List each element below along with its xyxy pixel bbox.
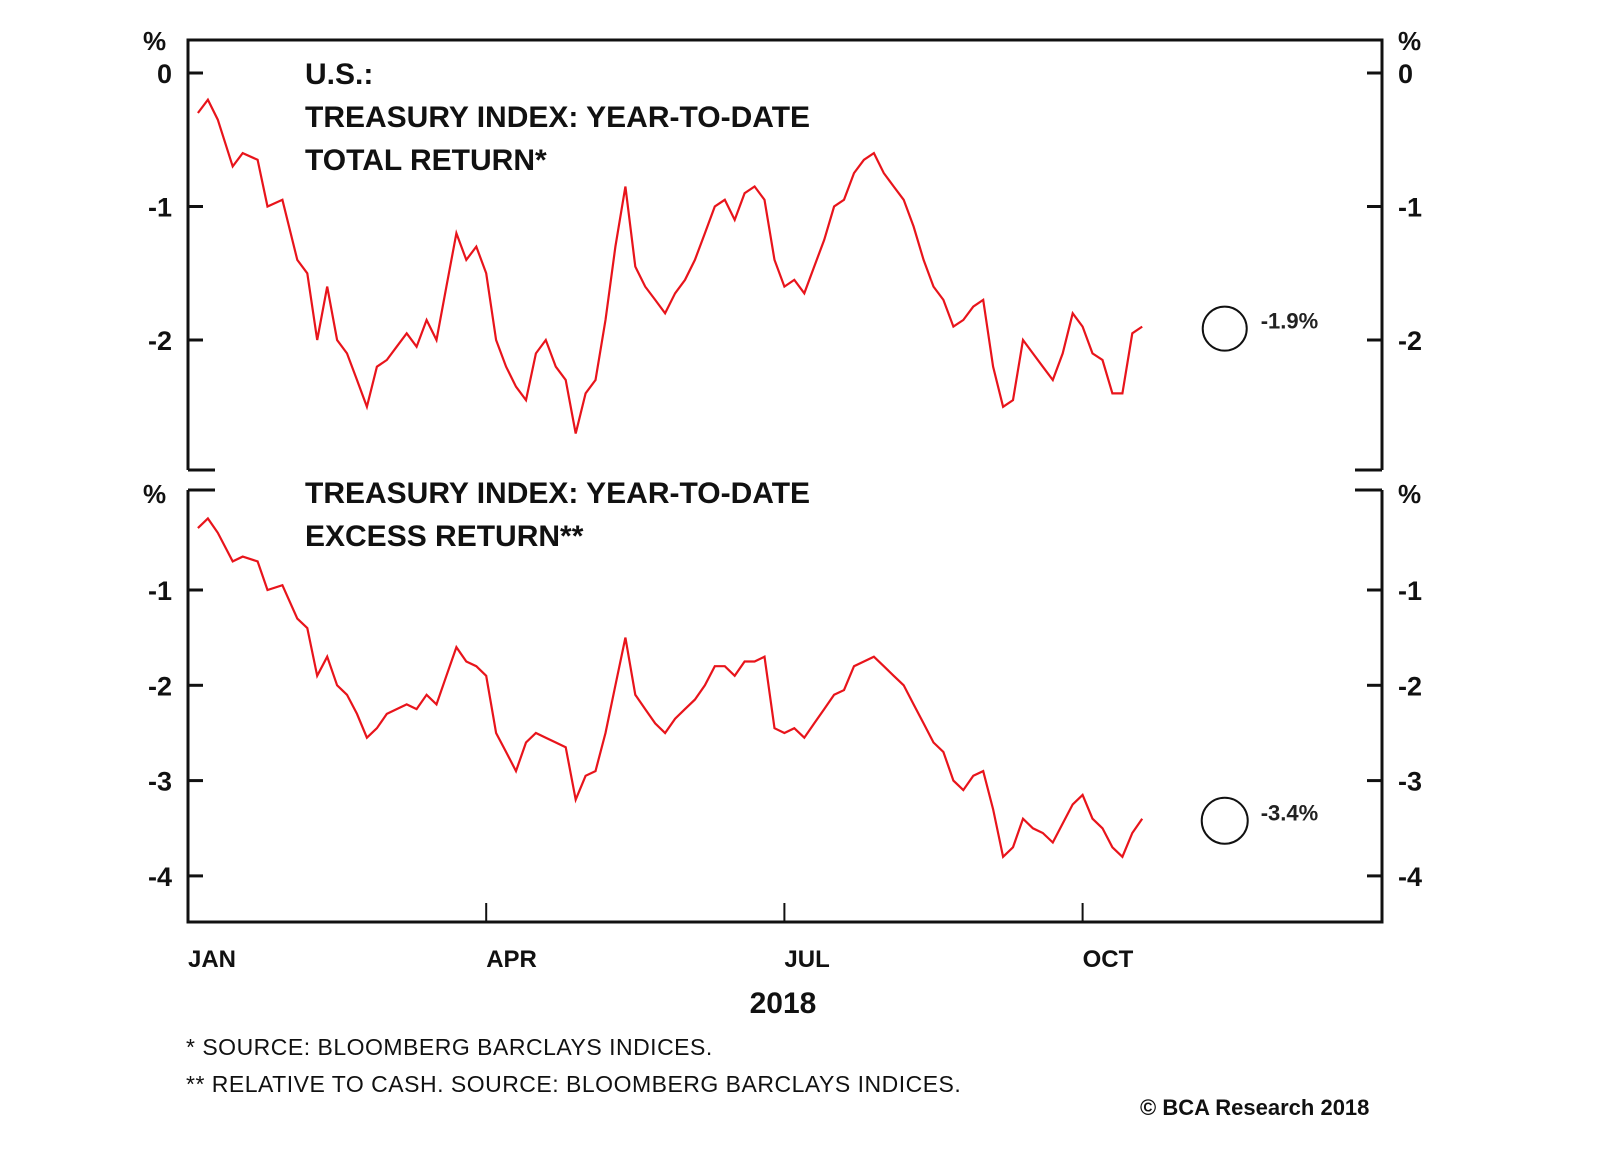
panel-excess-ylabel-right: % bbox=[1398, 479, 1421, 509]
annotation-circle-excess bbox=[1200, 796, 1249, 845]
panel-excess-frame bbox=[186, 490, 1384, 924]
panel-excess-ylabel-left: % bbox=[143, 479, 166, 509]
x-tick-label: APR bbox=[486, 946, 537, 973]
panel-excess: -1 -1 -2 -2 -3 -3 -4 -4 JAN APR JUL OCT TREASURY I… bbox=[143, 477, 1422, 973]
y-tick-label-right: -2 bbox=[1398, 671, 1422, 701]
y-tick-label-right: -4 bbox=[1398, 862, 1422, 892]
x-axis-year-label: 2018 bbox=[750, 987, 817, 1020]
annotation-label-excess: -3.4% bbox=[1261, 801, 1318, 826]
footnote-1: * SOURCE: BLOOMBERG BARCLAYS INDICES. bbox=[186, 1034, 713, 1060]
y-tick-label-right: -3 bbox=[1398, 767, 1422, 797]
y-tick-label-left: 0 bbox=[157, 59, 172, 89]
panel-total-ylabel-left: % bbox=[143, 26, 166, 56]
annotation-label-total: -1.9% bbox=[1261, 309, 1318, 334]
copyright: © BCA Research 2018 bbox=[1140, 1095, 1370, 1120]
panel-total-title-line-1: U.S.: bbox=[305, 58, 373, 91]
y-tick-label-left: -4 bbox=[148, 862, 172, 892]
annotation-circle-total bbox=[1201, 305, 1248, 352]
y-tick-label-left: -3 bbox=[148, 767, 172, 797]
panel-total-frame bbox=[186, 38, 1384, 470]
panel-total-title-line-3: TOTAL RETURN* bbox=[305, 144, 547, 177]
panel-excess-title-line-1: TREASURY INDEX: YEAR-TO-DATE bbox=[305, 477, 810, 510]
x-tick-label: JUL bbox=[784, 946, 829, 973]
y-tick-label-left: -2 bbox=[148, 326, 172, 356]
series-line-excess-return bbox=[197, 516, 1144, 859]
panel-total-ylabel-right: % bbox=[1398, 26, 1421, 56]
series-line-total-return bbox=[197, 97, 1143, 434]
y-tick-label-right: -2 bbox=[1398, 326, 1422, 356]
panel-total-title-line-2: TREASURY INDEX: YEAR-TO-DATE bbox=[305, 101, 810, 134]
panel-total: 0 0 -1 -1 -2 -2 U.S.: TREASURY INDEX: YEAR-TO… bbox=[143, 26, 1422, 472]
y-tick-label-left: -1 bbox=[148, 193, 172, 223]
y-tick-label-right: -1 bbox=[1398, 193, 1422, 223]
y-tick-label-right: 0 bbox=[1398, 59, 1413, 89]
panel-excess-title-line-2: EXCESS RETURN** bbox=[305, 520, 584, 553]
y-tick-label-left: -1 bbox=[148, 576, 172, 606]
footnote-2: ** RELATIVE TO CASH. SOURCE: BLOOMBERG B… bbox=[186, 1071, 962, 1097]
x-tick-label: OCT bbox=[1083, 946, 1134, 973]
x-tick-label: JAN bbox=[188, 946, 236, 973]
y-tick-label-right: -1 bbox=[1398, 576, 1422, 606]
y-tick-label-left: -2 bbox=[148, 671, 172, 701]
